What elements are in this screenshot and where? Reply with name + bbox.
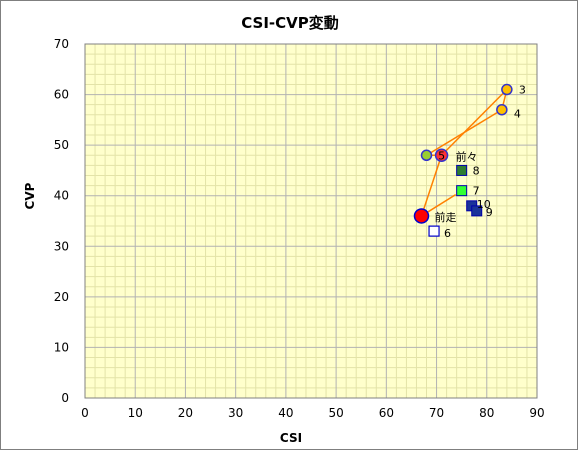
y-tick-label: 20 [54,290,69,304]
x-tick-label: 70 [429,406,444,420]
point-label: 前走 [434,210,456,224]
x-tick-label: 0 [81,406,89,420]
plot-area [85,44,537,398]
y-tick-label: 0 [61,391,69,405]
x-tick-label: 60 [379,406,394,420]
data-points [413,83,513,237]
y-tick-label: 60 [54,88,69,102]
x-tick-label: 20 [178,406,193,420]
data-point [496,103,508,116]
x-tick-label: 40 [278,406,293,420]
data-point [428,225,440,237]
x-tick-label: 50 [328,406,343,420]
x-tick-label: 30 [228,406,243,420]
plot-border [84,43,538,399]
trend-line-segment [420,155,443,217]
y-tick-label: 70 [54,37,69,51]
y-tick-label: 30 [54,239,69,253]
y-axis-label: CVP [23,182,37,209]
x-tick-label: 90 [529,406,544,420]
data-point [456,164,468,176]
x-tick-label: 80 [479,406,494,420]
y-tick-label: 10 [54,340,69,354]
grid [84,43,538,399]
y-tick-label: 40 [54,189,69,203]
y-tick-label: 50 [54,138,69,152]
x-axis-label: CSI [280,431,302,445]
point-label: 4 [514,108,521,121]
chart-title: CSI-CVP変動 [241,14,339,32]
point-label: 5 [438,149,445,162]
point-label: 前々 [456,149,478,163]
data-point [501,83,513,96]
point-label: 7 [473,185,480,198]
x-tick-label: 10 [128,406,143,420]
tick-labels: 0 10 20 30 40 50 60 70 80 90 0 10 20 30 40 50 60 70 [54,37,545,420]
data-point [434,148,449,163]
point-label: 6 [444,227,451,240]
point-label: 9 [486,206,493,219]
plot-background [85,44,537,398]
data-point [456,185,468,197]
point-label: 10 [477,198,491,211]
trend-line-segment [426,109,503,156]
data-point [413,208,430,224]
data-point [471,205,483,217]
point-label: 8 [473,164,480,177]
data-point [420,149,433,162]
point-label: 3 [519,84,526,97]
trend-line-segment [441,88,508,156]
